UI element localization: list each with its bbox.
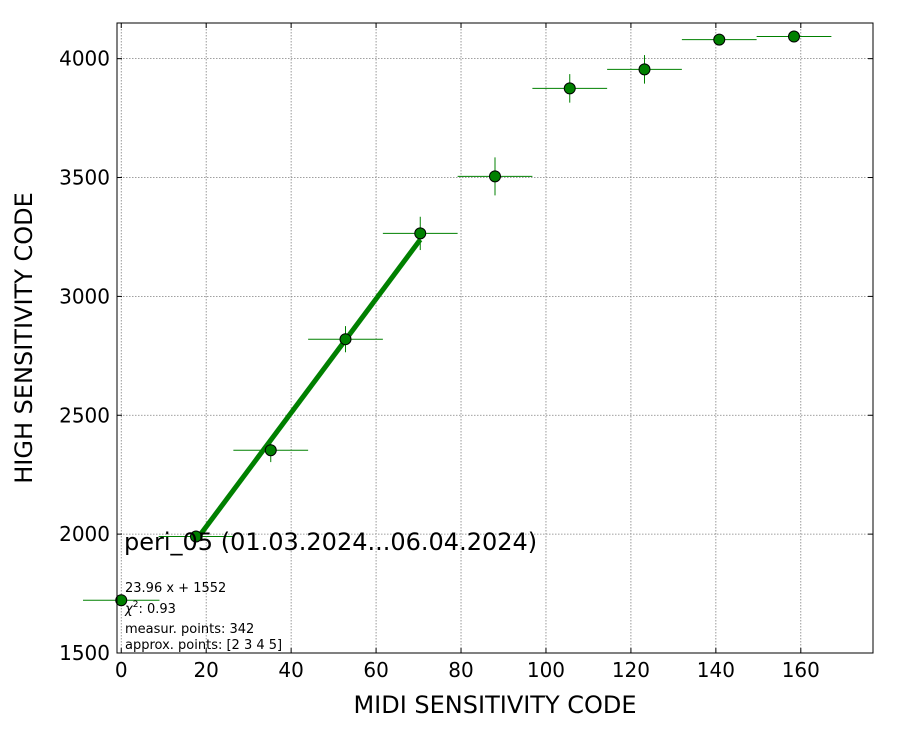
data-point xyxy=(756,30,832,43)
chi-value: : 0.93 xyxy=(138,602,175,617)
fit-line xyxy=(193,238,423,542)
fit-equation: 23.96 x + 1552 xyxy=(125,581,226,596)
data-point xyxy=(233,438,309,463)
x-tick-label: 20 xyxy=(193,658,218,682)
x-tick-label: 160 xyxy=(782,658,820,682)
data-points-group xyxy=(83,30,832,607)
plot-frame xyxy=(116,22,874,654)
x-tick-label: 40 xyxy=(278,658,303,682)
x-tick-label: 120 xyxy=(612,658,650,682)
x-axis-label: MIDI SENSITIVITY CODE xyxy=(353,691,636,719)
y-axis-label: HIGH SENSITIVITY CODE xyxy=(10,192,38,484)
grid-lines xyxy=(117,23,873,654)
data-point xyxy=(532,74,608,103)
point-marker xyxy=(788,30,801,43)
chi-square-label: χ2: 0.93 xyxy=(124,600,176,617)
data-point xyxy=(382,216,458,251)
chi-symbol: χ xyxy=(124,602,134,617)
x-tick-label: 80 xyxy=(448,658,473,682)
point-marker xyxy=(489,170,501,183)
y-tick-label: 4000 xyxy=(59,47,110,71)
point-marker xyxy=(189,530,202,543)
data-point xyxy=(681,33,757,46)
fit-line-group xyxy=(193,238,423,542)
measurement-points: measur. points: 342 xyxy=(125,622,254,637)
data-point xyxy=(308,326,383,353)
point-marker xyxy=(713,33,726,46)
axis-ticks: 0 20 40 60 80 100 120 140 160 1500 2000 2500 3000 350… xyxy=(59,23,873,682)
point-marker xyxy=(414,227,427,240)
point-marker xyxy=(264,444,277,457)
data-point xyxy=(83,594,160,607)
y-tick-label: 3500 xyxy=(59,166,110,190)
y-tick-label: 2500 xyxy=(59,403,110,427)
chi-superscript: 2 xyxy=(133,600,139,610)
dataset-title: peri_05 (01.03.2024...06.04.2024) xyxy=(124,528,537,556)
approx-points: approx. points: [2 3 4 5] xyxy=(125,638,282,653)
x-tick-label: 100 xyxy=(527,658,565,682)
data-point xyxy=(158,530,234,543)
y-tick-label: 3000 xyxy=(59,284,110,308)
x-tick-label: 140 xyxy=(697,658,735,682)
y-tick-label: 2000 xyxy=(59,522,110,546)
point-marker xyxy=(115,594,128,607)
x-tick-label: 60 xyxy=(363,658,388,682)
x-tick-label: 0 xyxy=(115,658,128,682)
point-marker xyxy=(339,333,352,346)
data-point xyxy=(457,157,533,196)
point-marker xyxy=(563,82,576,95)
point-marker xyxy=(638,63,651,76)
y-tick-label: 1500 xyxy=(59,641,110,665)
data-point xyxy=(607,55,682,84)
